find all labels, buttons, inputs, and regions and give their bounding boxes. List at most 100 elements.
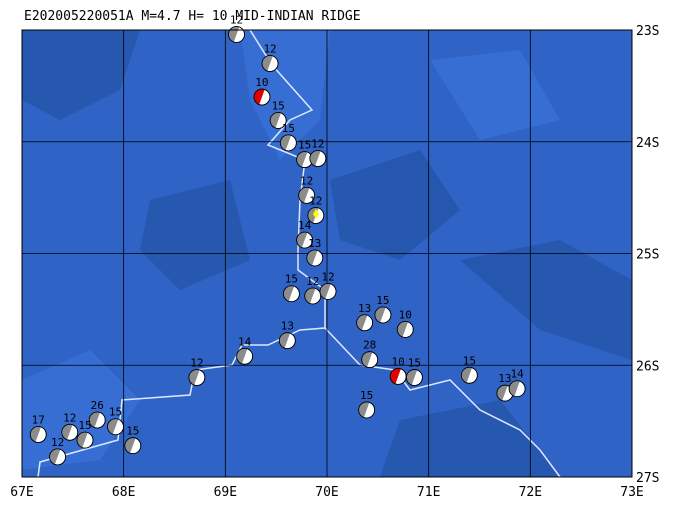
depth-label: 12	[263, 43, 276, 56]
depth-label: 15	[78, 419, 91, 432]
focal-mechanism	[298, 186, 316, 204]
bathymetry	[22, 30, 632, 477]
lat-tick-label: 25S	[636, 248, 659, 263]
depth-label: 15	[285, 273, 298, 286]
beachball-quadrant	[298, 187, 310, 203]
beachball-edge	[228, 26, 245, 43]
beachball-edge	[49, 448, 66, 466]
depth-label: 10	[255, 76, 268, 89]
beachball-quadrant	[461, 367, 473, 383]
lon-tick-label: 71E	[417, 485, 440, 500]
depth-label: 12	[311, 138, 324, 151]
depth-label: 12	[190, 357, 203, 370]
beachball-edge	[358, 401, 376, 419]
focal-mechanism	[269, 112, 287, 129]
beachball-quadrant	[509, 380, 520, 397]
beachball-quadrant	[124, 437, 136, 454]
beachball-quadrant	[397, 321, 409, 338]
lon-tick-label: 70E	[315, 485, 338, 500]
depth-label: 12	[309, 195, 322, 208]
beachball-edge	[88, 411, 106, 429]
beachball-edge	[261, 55, 279, 72]
depth-label: 14	[298, 219, 312, 232]
focal-mechanism	[374, 306, 392, 324]
beachball-edge	[279, 134, 297, 152]
focal-mechanism	[304, 287, 322, 305]
focal-mechanism	[253, 88, 271, 106]
beachball-edge	[107, 418, 124, 436]
beachball-quadrant	[374, 306, 386, 323]
beachball-quadrant	[320, 283, 331, 300]
beachball-edge	[396, 321, 414, 338]
beachball-edge	[307, 207, 325, 224]
depth-label: 15	[298, 139, 311, 152]
depth-label: 14	[510, 368, 524, 381]
beachball-edge	[508, 380, 526, 398]
beachball-edge	[269, 112, 287, 129]
beachball-quadrant	[296, 151, 308, 168]
beachball-edge	[188, 369, 206, 386]
beachball-quadrant	[496, 385, 508, 401]
beachball-quadrant	[236, 348, 248, 364]
beachball-quadrant	[304, 287, 316, 304]
beachball-quadrant	[61, 424, 73, 440]
focal-mechanism	[356, 314, 374, 332]
beachball-quadrant	[390, 368, 401, 384]
depth-label: 10	[392, 355, 405, 368]
focal-mechanism	[361, 351, 379, 369]
beachball-quadrant	[279, 332, 291, 349]
beachball-quadrant	[358, 401, 370, 418]
epicenter-star	[313, 209, 319, 219]
beachball-quadrant	[188, 369, 200, 386]
depth-label: 15	[463, 354, 476, 367]
beachball-quadrant	[253, 89, 265, 105]
beachball-edge	[309, 150, 327, 167]
beachball-edge	[306, 249, 324, 267]
beachball-edge	[374, 306, 392, 324]
frame	[21, 29, 633, 478]
beachball-edge	[253, 88, 271, 106]
depth-label: 15	[126, 425, 139, 438]
beachball-edge	[236, 347, 254, 365]
depth-label: 13	[498, 372, 511, 385]
lat-tick-label: 27S	[636, 471, 659, 486]
depth-label: 15	[109, 406, 122, 419]
focal-mechanism	[29, 426, 47, 443]
focal-mechanism	[88, 411, 106, 429]
depth-label: 12	[321, 270, 334, 283]
beachball-quadrant	[309, 150, 321, 167]
depth-label: 12	[300, 174, 313, 187]
beachball-edge	[278, 332, 296, 350]
focal-mechanism	[358, 401, 376, 419]
focal-mechanism	[278, 332, 296, 350]
beachball-quadrant	[306, 249, 318, 266]
beachball-quadrant	[262, 55, 273, 72]
depth-label: 12	[230, 13, 243, 26]
focal-mechanism	[76, 431, 94, 449]
depth-label: 13	[281, 320, 294, 333]
focal-mechanism	[188, 369, 206, 386]
focal-mechanism	[508, 380, 526, 398]
focal-mechanism	[236, 347, 254, 365]
focal-mechanism	[389, 368, 407, 385]
depth-label: 14	[238, 335, 252, 348]
focal-mechanism	[49, 448, 66, 466]
beachball-edge	[61, 423, 79, 441]
beachball-edge	[76, 431, 94, 449]
focal-mechanism	[283, 285, 300, 303]
beachball-quadrant	[270, 112, 281, 129]
beachball-quadrant	[356, 314, 368, 331]
beachball-quadrant	[89, 412, 100, 428]
focal-mechanism	[319, 283, 337, 300]
map-title: E202005220051A M=4.7 H= 10 MID-INDIAN RI…	[24, 9, 361, 24]
focal-mechanism	[107, 418, 124, 436]
lon-tick-label: 68E	[112, 485, 135, 500]
depth-label: 15	[360, 389, 373, 402]
focal-mechanism	[296, 231, 314, 249]
lat-tick-label: 24S	[636, 136, 659, 151]
lat-tick-label: 23S	[636, 24, 659, 39]
beachball-edge	[304, 287, 322, 305]
lon-tick-label: 69E	[214, 485, 237, 500]
